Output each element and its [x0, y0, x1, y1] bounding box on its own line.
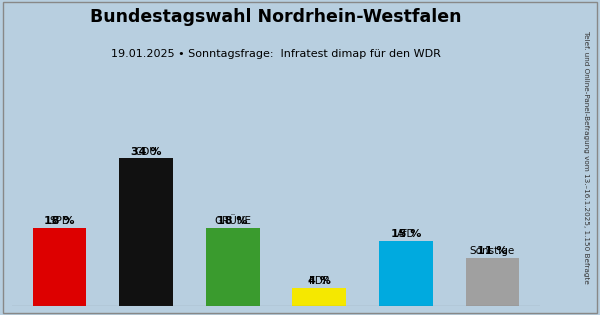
Text: CDU: CDU	[135, 146, 158, 157]
Text: Bundestagswahl Nordrhein-Westfalen: Bundestagswahl Nordrhein-Westfalen	[90, 8, 462, 26]
Text: Telef. und Online-Panel-Befragung vom 13.–16.1.2025, 1.150 Befragte: Telef. und Online-Panel-Befragung vom 13…	[583, 31, 589, 284]
Text: 18 %: 18 %	[217, 204, 248, 226]
Bar	[206, 227, 260, 306]
Text: GRÜNE: GRÜNE	[214, 216, 251, 226]
Bar	[33, 227, 86, 306]
Text: SPD: SPD	[49, 216, 70, 226]
Text: 11 %: 11 %	[477, 235, 508, 256]
Bar	[466, 258, 519, 306]
Text: 34 %: 34 %	[131, 135, 161, 157]
Bar	[379, 241, 433, 306]
Bar	[119, 158, 173, 306]
Text: 4 %: 4 %	[308, 265, 331, 287]
Text: 18 %: 18 %	[44, 204, 75, 226]
Text: 19.01.2025 • Sonntagsfrage:  Infratest dimap für den WDR: 19.01.2025 • Sonntagsfrage: Infratest di…	[111, 49, 441, 59]
Bar	[292, 288, 346, 306]
Text: FDP: FDP	[309, 277, 329, 287]
Text: 15 %: 15 %	[391, 217, 421, 239]
Text: AfD: AfD	[397, 229, 415, 239]
Text: Sonstige: Sonstige	[470, 246, 515, 256]
